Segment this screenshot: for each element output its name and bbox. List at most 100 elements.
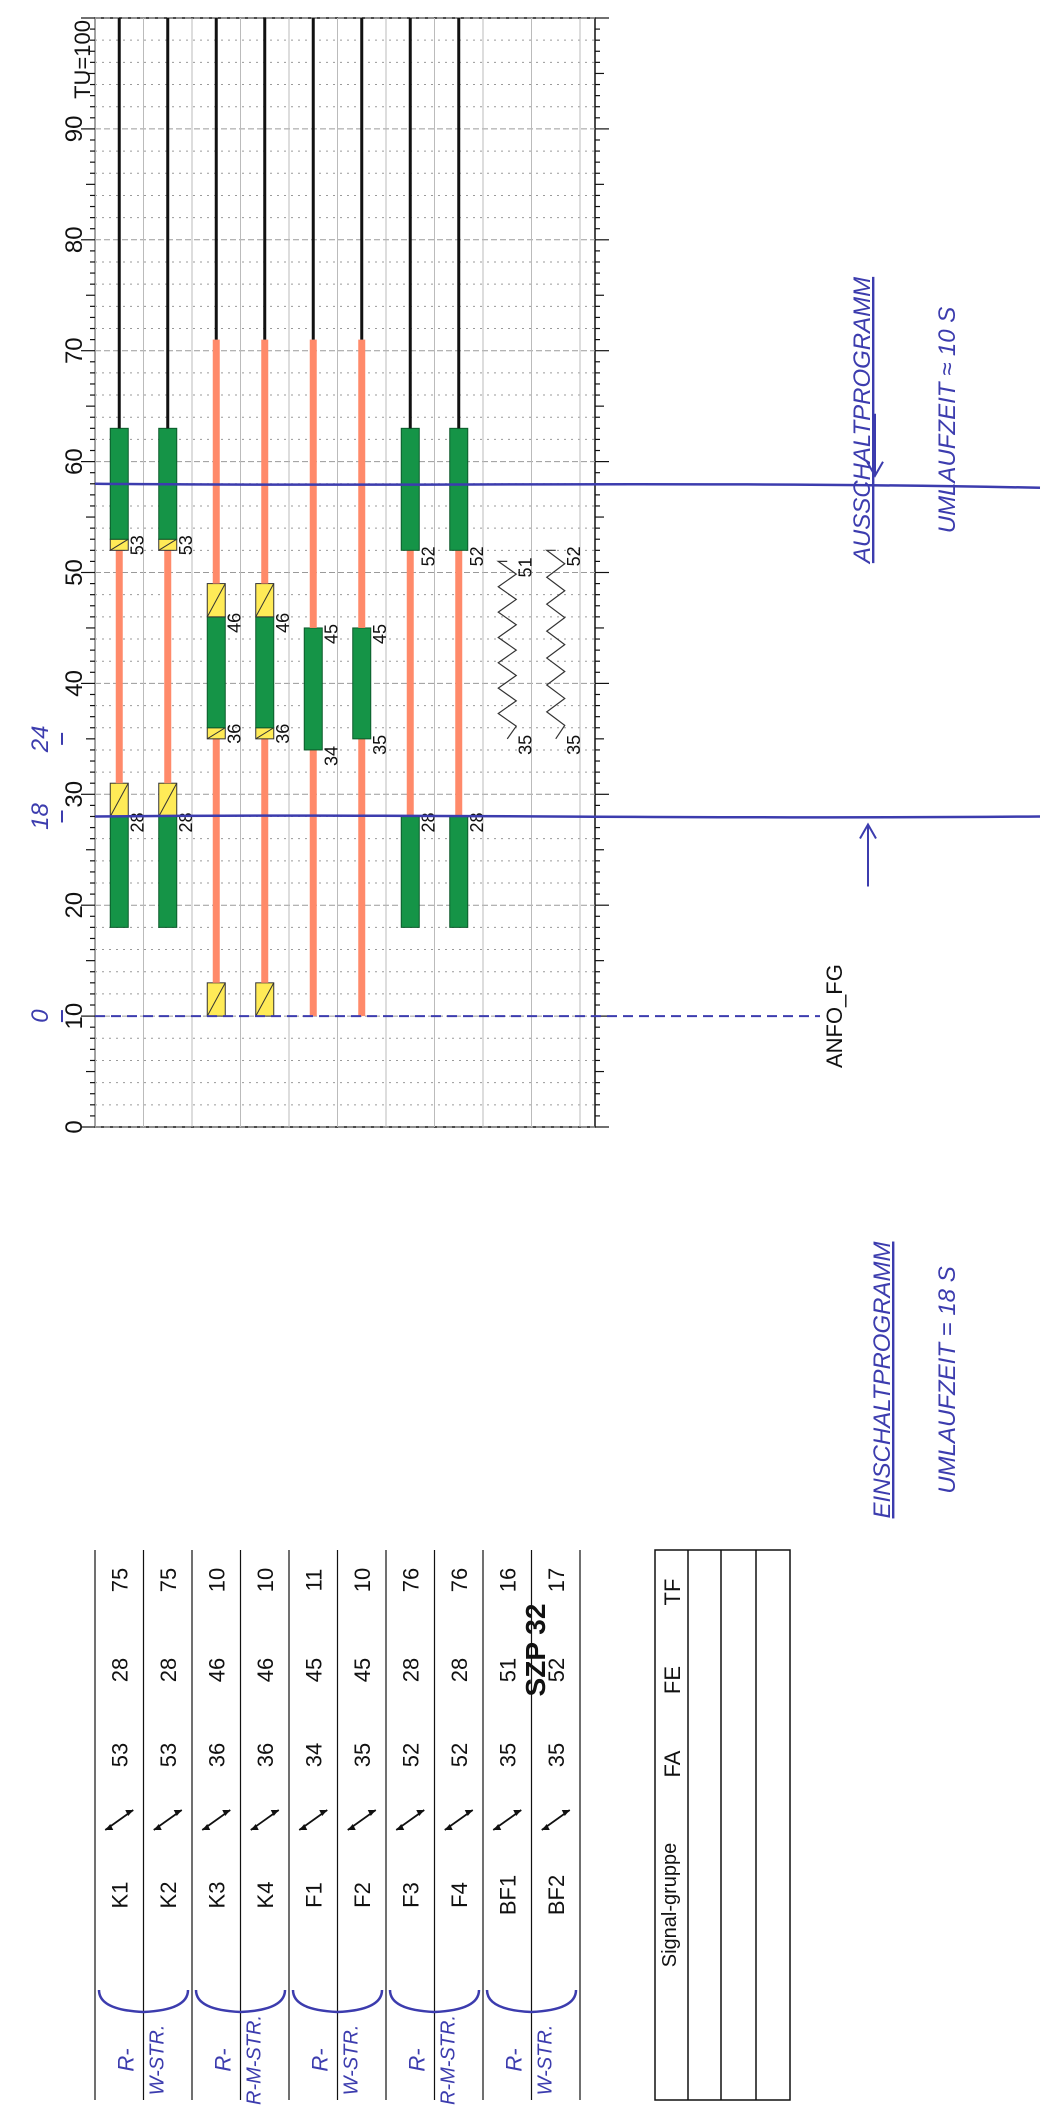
dark-phase <box>117 18 121 429</box>
cell-fa: 36 <box>253 1743 278 1767</box>
cell-fa: 35 <box>495 1743 520 1767</box>
cell-name: F4 <box>447 1882 472 1908</box>
time-label: 36 <box>273 724 293 744</box>
red-phase <box>212 339 220 584</box>
table-rows: 75 28 53 K1 75 28 53 K2 10 46 36 K3 10 46 36 K4 11 45 34 F1… <box>94 1550 581 2100</box>
group-brace <box>485 1989 578 2014</box>
red-phase <box>358 738 366 1017</box>
handwritten-annotations: 0 18 24 R- W-STR. R- R-M-STR. R- W-STR. R- R-M-STR… <box>27 413 1041 2105</box>
group-label-line2: R-M-STR. <box>438 2015 460 2105</box>
green-phase <box>449 815 469 928</box>
green-phase <box>449 427 469 551</box>
marker-label: 0 <box>27 1009 54 1023</box>
cell-fe: 51 <box>495 1658 520 1682</box>
cell-name: K4 <box>253 1882 278 1909</box>
time-label: 45 <box>321 624 341 644</box>
cell-tf: 10 <box>350 1568 375 1592</box>
time-label: 52 <box>418 546 438 566</box>
time-label: 28 <box>127 812 147 832</box>
dark-phase <box>166 18 170 429</box>
red-phase <box>455 550 463 817</box>
cell-fa: 52 <box>447 1743 472 1767</box>
red-phase <box>261 339 269 584</box>
cell-fe: 45 <box>350 1658 375 1682</box>
cell-fe: 52 <box>544 1658 569 1682</box>
group-label-line2: W-STR. <box>147 2025 169 2096</box>
time-label: 28 <box>418 812 438 832</box>
cell-fe: 46 <box>204 1658 229 1682</box>
green-phase <box>400 427 420 551</box>
time-label: 46 <box>224 613 244 633</box>
green-phase <box>206 616 226 729</box>
group-label-line2: W-STR. <box>535 2025 557 2096</box>
cell-tf: 10 <box>253 1568 278 1592</box>
ausschalt-time: UMLAUFZEIT ≈ 10 S <box>934 307 961 534</box>
pedestrian-zigzag <box>544 549 566 740</box>
cell-fe: 45 <box>301 1658 326 1682</box>
yellow-diagonal <box>206 982 226 1017</box>
col-header-tf: TF <box>660 1579 685 1606</box>
arrow-head-icon <box>319 1810 328 1816</box>
yellow-diagonal <box>109 782 129 817</box>
arrow-head-icon <box>464 1810 473 1816</box>
cell-tf: 75 <box>107 1568 132 1592</box>
red-phase <box>115 550 123 784</box>
ausschalt-line <box>94 482 1041 490</box>
arrow-head-icon <box>270 1810 279 1816</box>
cell-fa: 35 <box>544 1743 569 1767</box>
signal-row-f3: 28 52 <box>400 18 438 928</box>
arrow-head-icon <box>396 1824 405 1830</box>
cell-name: F1 <box>301 1882 326 1908</box>
ausschalt-arrow-icon <box>866 413 884 478</box>
arrow-head-icon <box>347 1824 356 1830</box>
group-label-line1: R- <box>211 2048 236 2071</box>
group-label-line1: R- <box>114 2048 139 2071</box>
arrow-head-icon <box>299 1824 308 1830</box>
time-label: 53 <box>176 535 196 555</box>
scale-label: 70 <box>61 337 88 364</box>
arrow-head-icon <box>105 1824 114 1830</box>
scale-label: 50 <box>61 559 88 586</box>
time-label: 28 <box>467 812 487 832</box>
signal-row-f4: 28 52 <box>449 18 487 928</box>
yellow-diagonal <box>158 538 178 551</box>
einschalt-arrow-icon <box>859 822 877 887</box>
yellow-diagonal <box>109 538 129 551</box>
anfo-fg-label: ANFO_FG <box>822 964 847 1068</box>
ausschalt-title: AUSSCHALTPROGRAMM <box>849 277 876 565</box>
cell-name: K2 <box>156 1882 181 1909</box>
scale-label: 60 <box>61 448 88 475</box>
cell-name: BF1 <box>495 1875 520 1915</box>
arrow-head-icon <box>153 1824 162 1830</box>
cell-fa: 35 <box>350 1743 375 1767</box>
cell-name: K1 <box>107 1882 132 1909</box>
red-phase <box>309 749 317 1017</box>
time-label: 34 <box>321 746 341 766</box>
arrow-head-icon <box>541 1824 550 1830</box>
time-label: 53 <box>127 535 147 555</box>
arrow-head-icon <box>493 1824 502 1830</box>
green-phase <box>255 616 275 729</box>
arrow-head-icon <box>367 1810 376 1816</box>
yellow-diagonal <box>255 982 275 1017</box>
pedestrian-zigzag <box>496 560 518 740</box>
dark-phase <box>214 18 218 340</box>
einschalt-line <box>94 814 1041 819</box>
red-phase <box>212 738 220 983</box>
time-label: 45 <box>370 624 390 644</box>
green-phase <box>109 815 129 928</box>
arrow-head-icon <box>173 1810 182 1816</box>
cell-tf: 10 <box>204 1568 229 1592</box>
cell-tf: 76 <box>398 1568 423 1592</box>
arrow-head-icon <box>222 1810 231 1816</box>
time-label: 28 <box>176 812 196 832</box>
cell-tf: 17 <box>544 1568 569 1592</box>
cell-name: F3 <box>398 1882 423 1908</box>
time-label: 35 <box>515 735 535 755</box>
cell-fe: 46 <box>253 1658 278 1682</box>
scale-label: 40 <box>61 670 88 697</box>
dark-phase <box>360 18 364 340</box>
cell-fe: 28 <box>398 1658 423 1682</box>
einschalt-time: UMLAUFZEIT = 18 S <box>934 1266 961 1493</box>
signal-row-k4: 36 46 <box>255 18 293 1017</box>
